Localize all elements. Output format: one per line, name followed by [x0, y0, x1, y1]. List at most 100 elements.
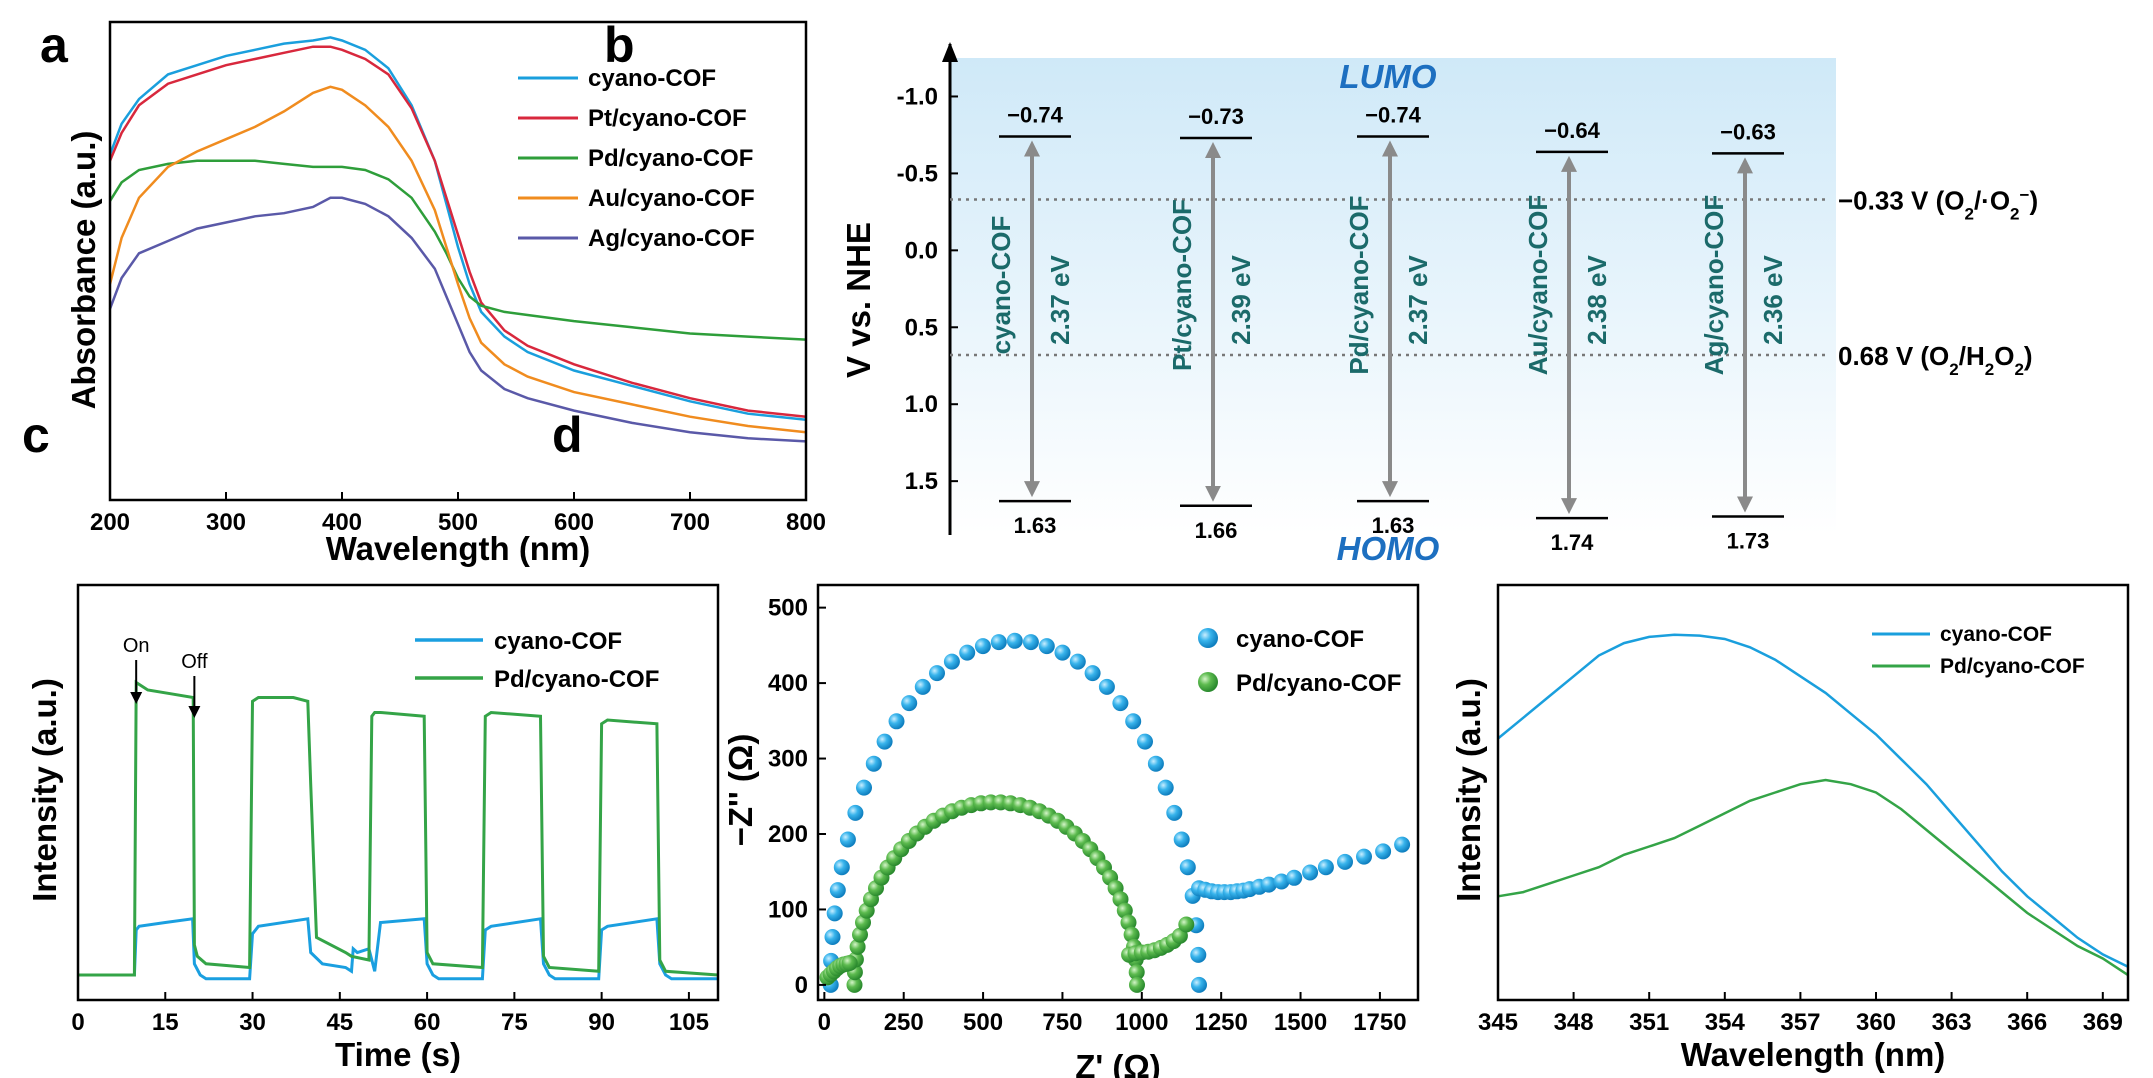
series-line-au-cyano-cof	[108, 85, 807, 434]
data-point-cyano-cof-56	[1394, 836, 1411, 853]
data-point-pd-cyano-cof-44	[1128, 964, 1145, 981]
data-point-cyano-cof-55	[1375, 843, 1392, 860]
a-x-tick-label-600: 600	[554, 509, 594, 536]
c-axes-frame	[76, 583, 720, 1002]
b-homo-value-au-cyano-cof: 1.74	[1551, 530, 1595, 555]
a-x-tick-label-500: 500	[438, 509, 478, 536]
d-y-tick-label-5: 500	[768, 595, 808, 622]
series-line-cyano-cof	[108, 36, 807, 422]
data-point-cyano-cof-7	[847, 804, 864, 821]
a-legend-label-pt-cyano-cof: Pt/cyano-COF	[588, 105, 747, 132]
data-point-pd-cyano-cof-40	[1120, 914, 1137, 931]
b-reference-label-part-1-1: /H	[1959, 341, 1985, 371]
d-y-tick-label-2: 200	[768, 821, 808, 848]
b-gap-label-ag-cyano-cof: 2.36 eV	[1758, 255, 1788, 345]
d-y-tick-label-4: 400	[768, 670, 808, 697]
series-line-pt-cyano-cof	[108, 45, 807, 418]
d-y-axis-title: −Z'' (Ω)	[722, 734, 759, 847]
c-x-axis-title: Time (s)	[335, 1036, 461, 1073]
data-point-cyano-cof-37	[1191, 976, 1207, 993]
c-x-tick-label-105: 105	[669, 1009, 709, 1036]
a-x-tick-label-200: 200	[90, 509, 130, 536]
a-legend-label-cyano-cof: cyano-COF	[588, 65, 716, 92]
c-annotation-off-arrowhead	[188, 706, 201, 718]
data-point-cyano-cof-52	[1317, 859, 1334, 876]
b-lumo-value-ag-cyano-cof: −0.63	[1720, 119, 1776, 144]
data-point-cyano-cof-18	[990, 634, 1007, 651]
c-legend-label-pd-cyano-cof: Pd/cyano-COF	[494, 666, 659, 693]
data-point-cyano-cof-19	[1006, 632, 1023, 649]
b-y-axis-arrowhead	[942, 42, 958, 62]
b-y-tick-label-3: 0.5	[905, 314, 938, 341]
b-lumo-value-pd-cyano-cof: −0.74	[1365, 102, 1421, 127]
b-material-label-cyano-cof: cyano-COF	[986, 216, 1016, 355]
b-lumo-label: LUMO	[1339, 58, 1436, 95]
b-reference-label-part-1-2: 2	[1985, 359, 1994, 378]
data-point-cyano-cof-21	[1038, 638, 1055, 655]
c-annotation-off: Off	[181, 651, 208, 673]
series-line-pd-cyano-cof	[78, 679, 719, 977]
data-point-cyano-cof-36	[1190, 946, 1207, 963]
b-y-tick-label-1: -0.5	[897, 160, 938, 187]
data-point-pd-cyano-cof-4	[852, 926, 868, 943]
b-y-tick-label-4: 1.0	[905, 391, 938, 418]
a-legend-label-au-cyano-cof: Au/cyano-COF	[588, 185, 755, 212]
e-x-tick-label-357: 357	[1780, 1009, 1820, 1036]
d-axes-frame	[816, 583, 1420, 1002]
e-x-tick-label-345: 345	[1478, 1009, 1518, 1036]
b-homo-value-cyano-cof: 1.63	[1014, 513, 1057, 538]
data-point-cyano-cof-9	[865, 755, 882, 772]
panel-letter-d: d	[552, 407, 583, 463]
panel-e-pl-chart: 345 348 351 354 357 360 363 366 369 Wavelength (n…	[1450, 583, 2130, 1073]
e-legend-label-pd-cyano-cof: Pd/cyano-COF	[1940, 655, 2085, 678]
d-x-tick-label-500: 500	[963, 1009, 1003, 1036]
series-line-cyano-cof	[78, 917, 718, 981]
d-legend-label-pd-cyano-cof: Pd/cyano-COF	[1236, 670, 1401, 697]
b-y-axis-title: V vs. NHE	[840, 222, 877, 378]
data-point-pd-cyano-cof-53	[841, 955, 858, 971]
b-reference-label-part-0-2: 2	[2010, 204, 2019, 223]
series-line-cyano-cof	[1497, 633, 2129, 968]
d-x-tick-label-250: 250	[884, 1009, 924, 1036]
e-x-tick-label-351: 351	[1629, 1009, 1669, 1036]
a-x-tick-label-400: 400	[322, 509, 362, 536]
c-x-tick-label-15: 15	[152, 1009, 179, 1036]
d-x-tick-label-1000: 1000	[1115, 1009, 1168, 1036]
b-y-tick-label-5: 1.5	[905, 468, 938, 495]
d-legend-marker-cyano-cof	[1198, 628, 1218, 648]
b-reference-label-0: −0.33 V (O2/·O2−)	[1838, 185, 2038, 223]
b-gap-label-cyano-cof: 2.37 eV	[1045, 255, 1075, 345]
b-reference-label-part-0-4: )	[2029, 186, 2038, 216]
b-y-tick-label-2: 0.0	[905, 237, 938, 264]
data-point-cyano-cof-3	[826, 905, 843, 922]
panel-b-band-diagram: -1.0-0.50.00.51.01.5V vs. NHELUMOHOMO−0.…	[840, 42, 2038, 567]
c-x-tick-label-0: 0	[71, 1009, 84, 1036]
data-point-cyano-cof-12	[901, 695, 918, 712]
data-point-cyano-cof-29	[1147, 755, 1164, 772]
data-point-cyano-cof-4	[829, 882, 846, 899]
a-legend-label-ag-cyano-cof: Ag/cyano-COF	[588, 225, 755, 252]
e-x-tick-label-348: 348	[1554, 1009, 1594, 1036]
a-y-axis-title: Absorbance (a.u.)	[65, 131, 102, 410]
b-material-label-ag-cyano-cof: Ag/cyano-COF	[1699, 195, 1729, 376]
e-legend-label-cyano-cof: cyano-COF	[1940, 623, 2052, 646]
c-y-axis-title: Intensity (a.u.)	[26, 678, 63, 902]
d-x-axis-title: Z' (Ω)	[1075, 1048, 1161, 1078]
data-point-cyano-cof-31	[1166, 804, 1183, 821]
data-point-cyano-cof-50	[1286, 869, 1303, 886]
e-x-tick-label-360: 360	[1856, 1009, 1896, 1036]
b-reference-label-part-1-5: )	[2024, 341, 2033, 371]
e-x-tick-label-354: 354	[1705, 1009, 1746, 1036]
a-x-tick-label-300: 300	[206, 509, 246, 536]
data-point-pd-cyano-cof-45	[1129, 976, 1145, 993]
a-x-tick-label-700: 700	[670, 509, 710, 536]
data-point-cyano-cof-27	[1125, 713, 1142, 730]
b-reference-label-part-1-0: 2	[1949, 359, 1958, 378]
b-material-label-pt-cyano-cof: Pt/cyano-COF	[1167, 199, 1197, 371]
b-lumo-value-pt-cyano-cof: −0.73	[1188, 104, 1244, 129]
data-point-cyano-cof-14	[929, 665, 945, 682]
data-point-cyano-cof-23	[1069, 653, 1086, 670]
c-x-tick-label-75: 75	[501, 1009, 528, 1036]
c-annotation-on: On	[123, 635, 150, 657]
